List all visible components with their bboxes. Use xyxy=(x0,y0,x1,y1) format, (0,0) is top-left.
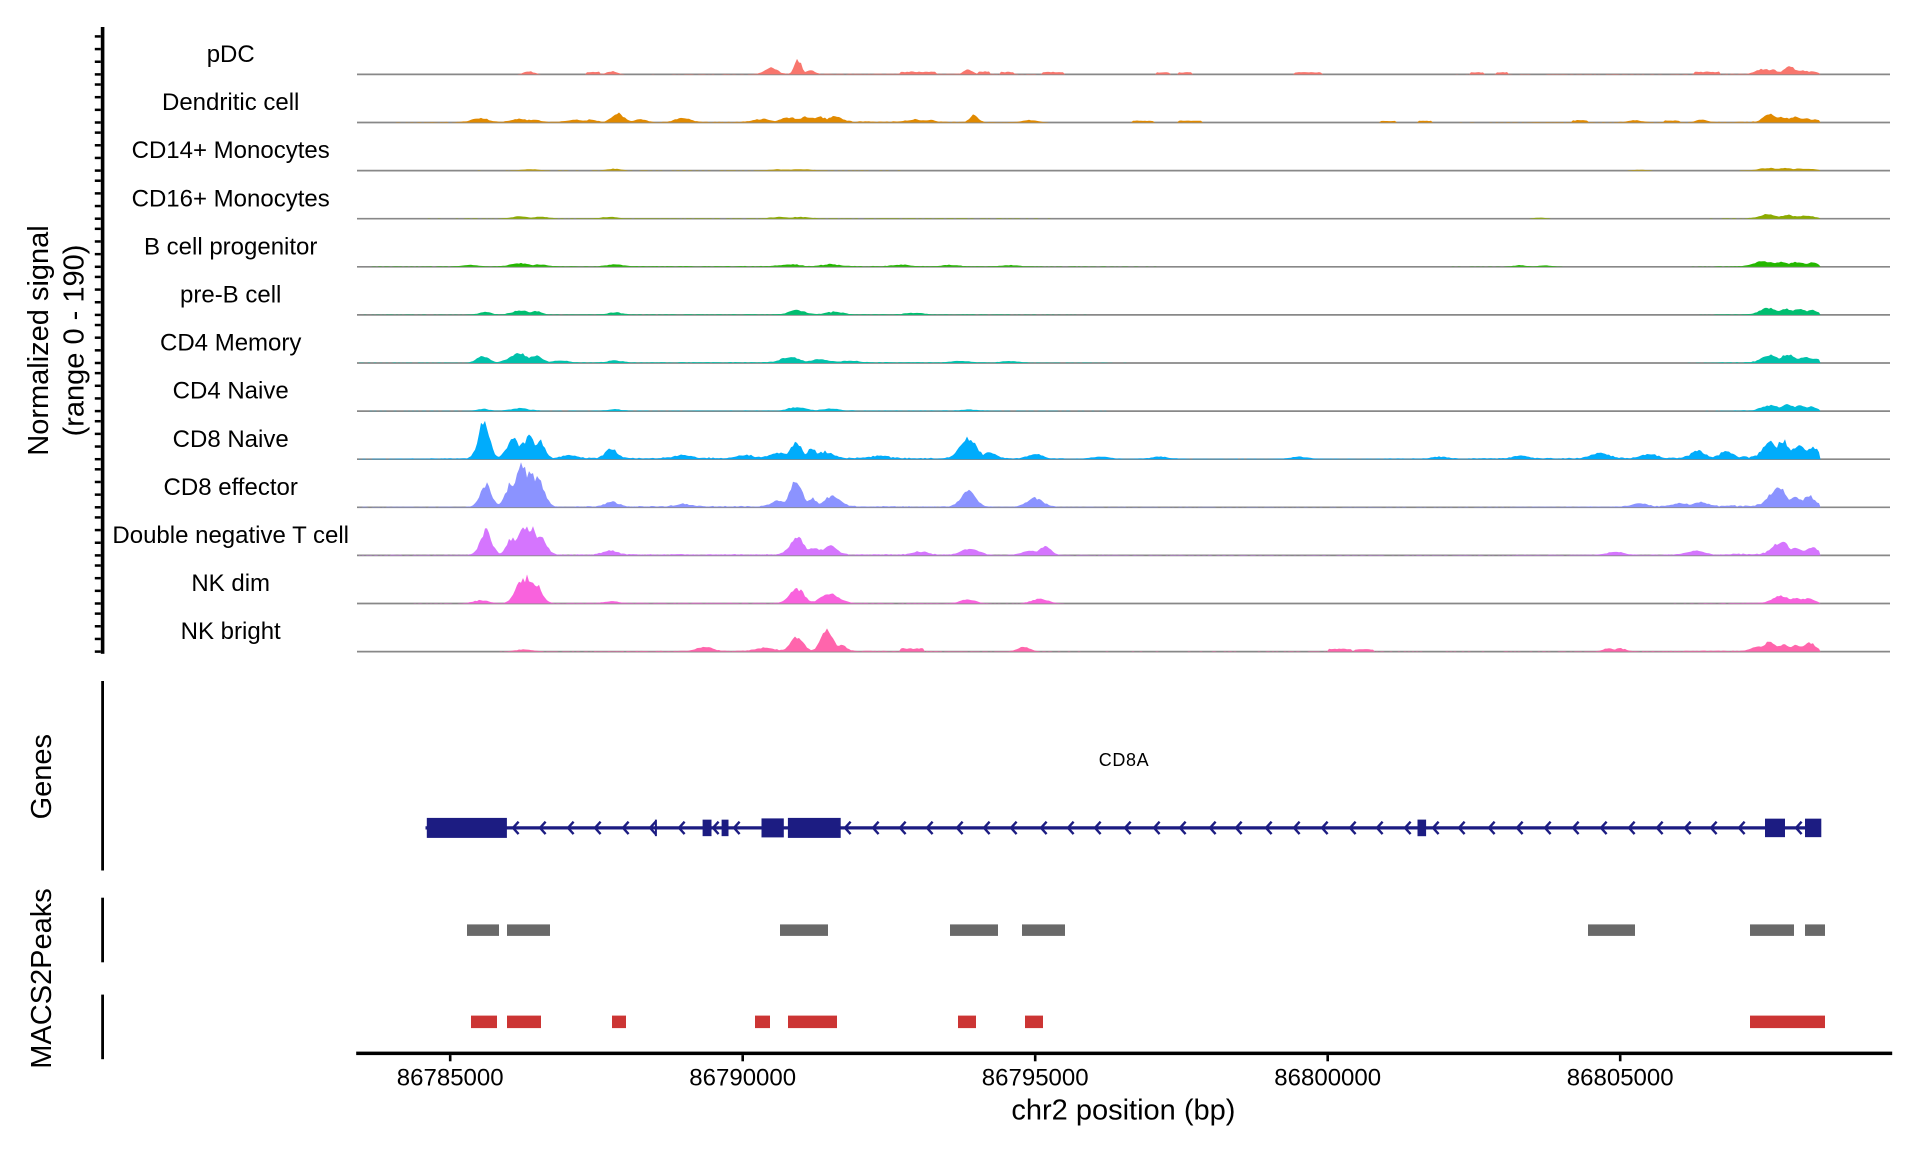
svg-text:NK dim: NK dim xyxy=(191,570,270,597)
svg-text:86800000: 86800000 xyxy=(1274,1064,1381,1091)
svg-text:CD8A: CD8A xyxy=(1099,750,1149,770)
svg-text:CD8 Naive: CD8 Naive xyxy=(173,426,289,453)
svg-text:Double negative T cell: Double negative T cell xyxy=(112,522,349,549)
svg-text:NK bright: NK bright xyxy=(181,618,281,645)
svg-text:MACS2Peaks: MACS2Peaks xyxy=(26,888,58,1069)
svg-text:CD8 effector: CD8 effector xyxy=(164,474,298,501)
svg-text:CD4 Naive: CD4 Naive xyxy=(173,378,289,405)
svg-text:Dendritic cell: Dendritic cell xyxy=(162,89,299,116)
svg-text:86790000: 86790000 xyxy=(689,1064,796,1091)
svg-text:Genes: Genes xyxy=(26,734,58,819)
svg-text:(range 0 - 190): (range 0 - 190) xyxy=(59,245,91,437)
svg-text:pDC: pDC xyxy=(207,41,255,68)
svg-text:B cell progenitor: B cell progenitor xyxy=(144,233,317,260)
svg-text:86805000: 86805000 xyxy=(1567,1064,1674,1091)
svg-text:CD4 Memory: CD4 Memory xyxy=(160,330,301,357)
svg-text:86795000: 86795000 xyxy=(982,1064,1089,1091)
svg-text:CD14+ Monocytes: CD14+ Monocytes xyxy=(132,137,330,164)
svg-text:pre-B cell: pre-B cell xyxy=(180,282,281,309)
svg-text:86785000: 86785000 xyxy=(397,1064,504,1091)
svg-text:chr2 position (bp): chr2 position (bp) xyxy=(1011,1094,1235,1126)
svg-text:CD16+ Monocytes: CD16+ Monocytes xyxy=(132,185,330,212)
svg-text:Normalized signal: Normalized signal xyxy=(23,225,55,456)
